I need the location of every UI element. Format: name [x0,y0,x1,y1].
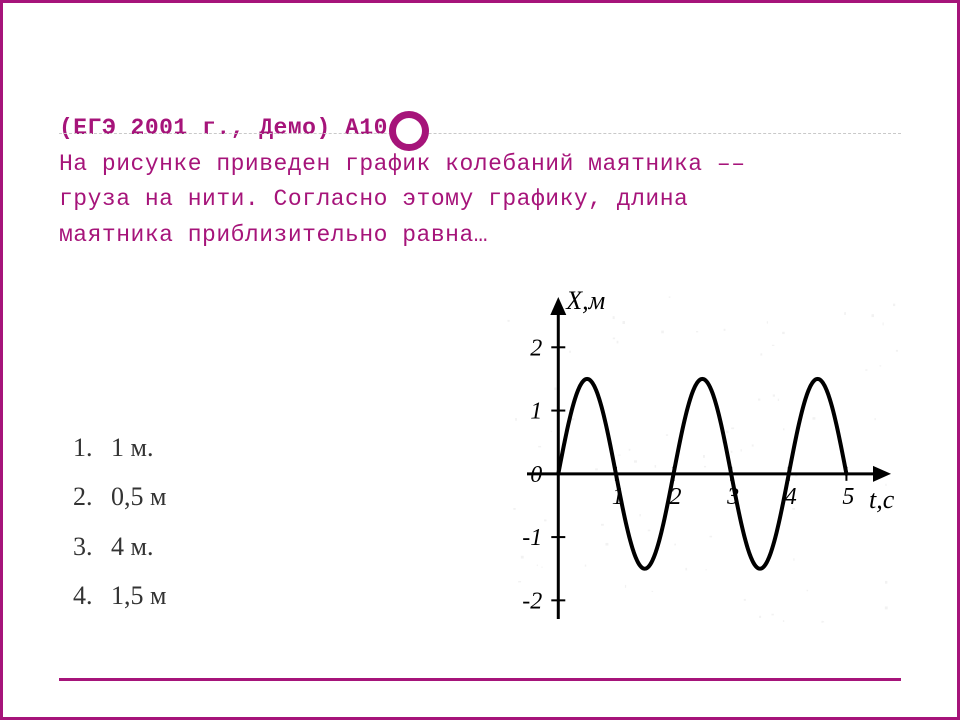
footer-rule [59,678,901,681]
slide-frame: (ЕГЭ 2001 г., Демо) А10. На рисунке прив… [0,0,960,720]
statement-line-3: маятника приблизительно равна… [59,218,901,254]
statement-line-1: На рисунке приведен график колебаний мая… [59,147,901,183]
question-source: (ЕГЭ 2001 г., Демо) А10. [59,111,901,147]
answer-option: 4.1,5 м [73,571,166,620]
answer-option: 2.0,5 м [73,472,166,521]
decor-circle [389,111,429,151]
svg-text:5: 5 [842,484,854,510]
oscillation-graph: 210-1-212345X,мt,с [471,283,901,643]
answer-option: 3.4 м. [73,522,166,571]
svg-text:X,м: X,м [565,286,605,315]
svg-text:-1: -1 [522,525,542,551]
decor-rule-top [59,133,901,134]
svg-text:1: 1 [530,399,542,425]
answer-option: 1.1 м. [73,423,166,472]
svg-text:t,с: t,с [869,485,895,514]
svg-text:-2: -2 [522,588,542,614]
statement-line-2: груза на нити. Согласно этому графику, д… [59,182,901,218]
answer-list: 1.1 м.2.0,5 м3.4 м.4.1,5 м [73,423,166,621]
svg-text:2: 2 [530,335,542,361]
svg-text:0: 0 [530,462,542,488]
graph-region: 210-1-212345X,мt,с [471,283,901,648]
